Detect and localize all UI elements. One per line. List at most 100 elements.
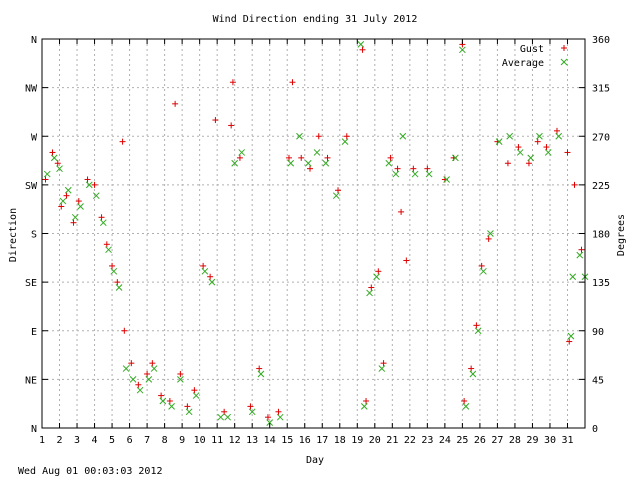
gust-point <box>410 165 417 172</box>
legend-marker-average <box>560 58 568 66</box>
gust-point <box>236 154 243 161</box>
average-point <box>224 413 232 421</box>
average-point <box>469 370 477 378</box>
data-points <box>42 41 589 426</box>
y-tick-label-left: N <box>31 424 37 435</box>
y-tick-label-right: 0 <box>592 424 598 435</box>
average-point <box>77 203 84 210</box>
gust-point <box>149 360 156 367</box>
gust-point <box>119 138 126 145</box>
gust-point <box>166 397 173 404</box>
x-tick-label: 6 <box>127 435 133 446</box>
x-tick-label: 24 <box>439 435 451 446</box>
x-tick-label: 17 <box>316 435 328 446</box>
gust-point <box>553 127 560 134</box>
y-tick-label-left: S <box>31 230 37 241</box>
gust-point <box>121 327 128 334</box>
average-point <box>248 408 256 416</box>
gust-point <box>275 408 282 415</box>
gust-point <box>264 414 271 421</box>
average-point <box>150 365 158 372</box>
x-tick-label: 15 <box>281 435 293 446</box>
average-point <box>399 132 407 140</box>
legend-marker-gust <box>561 45 567 51</box>
gust-point <box>343 133 350 140</box>
legend: Gust Average <box>502 44 568 69</box>
average-point <box>110 267 118 275</box>
gust-point <box>525 160 532 167</box>
gust-point <box>504 160 511 167</box>
gust-point <box>212 117 219 124</box>
gust-point <box>200 262 207 269</box>
average-point <box>425 170 433 178</box>
average-point <box>527 154 535 162</box>
gust-point <box>177 370 184 377</box>
x-tick-label: 12 <box>229 435 241 446</box>
average-point <box>50 154 58 162</box>
average-point <box>56 165 63 173</box>
average-point <box>168 403 175 410</box>
gust-point <box>75 198 82 205</box>
gust-point <box>335 187 342 194</box>
y-tick-label-left: SE <box>25 278 37 289</box>
average-point <box>516 149 524 156</box>
y-tick-label-right: 315 <box>592 84 610 95</box>
average-point <box>296 132 303 140</box>
gust-point <box>375 268 382 275</box>
gust-point <box>387 154 394 161</box>
y-axis-label-left: Direction <box>8 208 19 262</box>
y-tick-label-left: W <box>31 132 38 143</box>
x-tick-label: 13 <box>246 435 258 446</box>
y-tick-label-left: E <box>31 327 37 338</box>
gust-point <box>315 133 322 140</box>
average-point <box>43 170 51 178</box>
gust-point <box>543 144 550 151</box>
gust-point <box>424 165 431 172</box>
gust-point <box>221 408 228 415</box>
y-tick-label-left: NE <box>25 375 37 386</box>
gust-point <box>207 273 214 280</box>
average-point <box>192 392 200 399</box>
gust-point <box>158 392 165 399</box>
gust-point <box>515 144 522 151</box>
gust-point <box>144 370 151 377</box>
average-point <box>544 149 552 156</box>
average-point <box>332 192 340 200</box>
gust-point <box>468 365 475 372</box>
gust-point <box>564 149 571 156</box>
average-point <box>341 138 349 146</box>
average-point <box>217 413 225 421</box>
average-point <box>357 41 365 48</box>
x-tick-label: 29 <box>526 435 538 446</box>
gust-point <box>298 154 305 161</box>
gust-point <box>289 79 296 86</box>
average-point <box>360 403 368 410</box>
average-point <box>99 219 107 227</box>
x-tick-label: 26 <box>474 435 486 446</box>
gust-point <box>191 387 198 394</box>
gust-point <box>478 262 485 269</box>
average-point <box>313 149 321 156</box>
average-point <box>569 273 577 281</box>
average-point <box>392 170 400 178</box>
average-point <box>576 251 584 259</box>
average-point <box>115 284 123 291</box>
average-point <box>71 213 79 221</box>
gust-point <box>84 176 91 183</box>
gust-point <box>58 203 65 210</box>
y-tick-label-right: 180 <box>592 230 610 241</box>
gust-point <box>566 338 573 345</box>
x-tick-label: 11 <box>211 435 223 446</box>
grid-lines <box>42 39 585 428</box>
gust-point <box>172 100 179 107</box>
x-tick-label: 5 <box>109 435 115 446</box>
gust-point <box>398 208 405 215</box>
average-point <box>64 186 72 194</box>
gust-point <box>368 284 375 291</box>
gust-point <box>256 365 263 372</box>
axes: 1 2 3 4 5 6 7 8 9 10 11 12 13 14 15 16 17 18 19 20 21 22 23 24 2… <box>25 35 610 446</box>
y-tick-label-right: 225 <box>592 181 610 192</box>
gust-point <box>571 181 578 188</box>
y-axis-label-right: Degrees <box>616 214 627 256</box>
average-point <box>145 376 153 383</box>
